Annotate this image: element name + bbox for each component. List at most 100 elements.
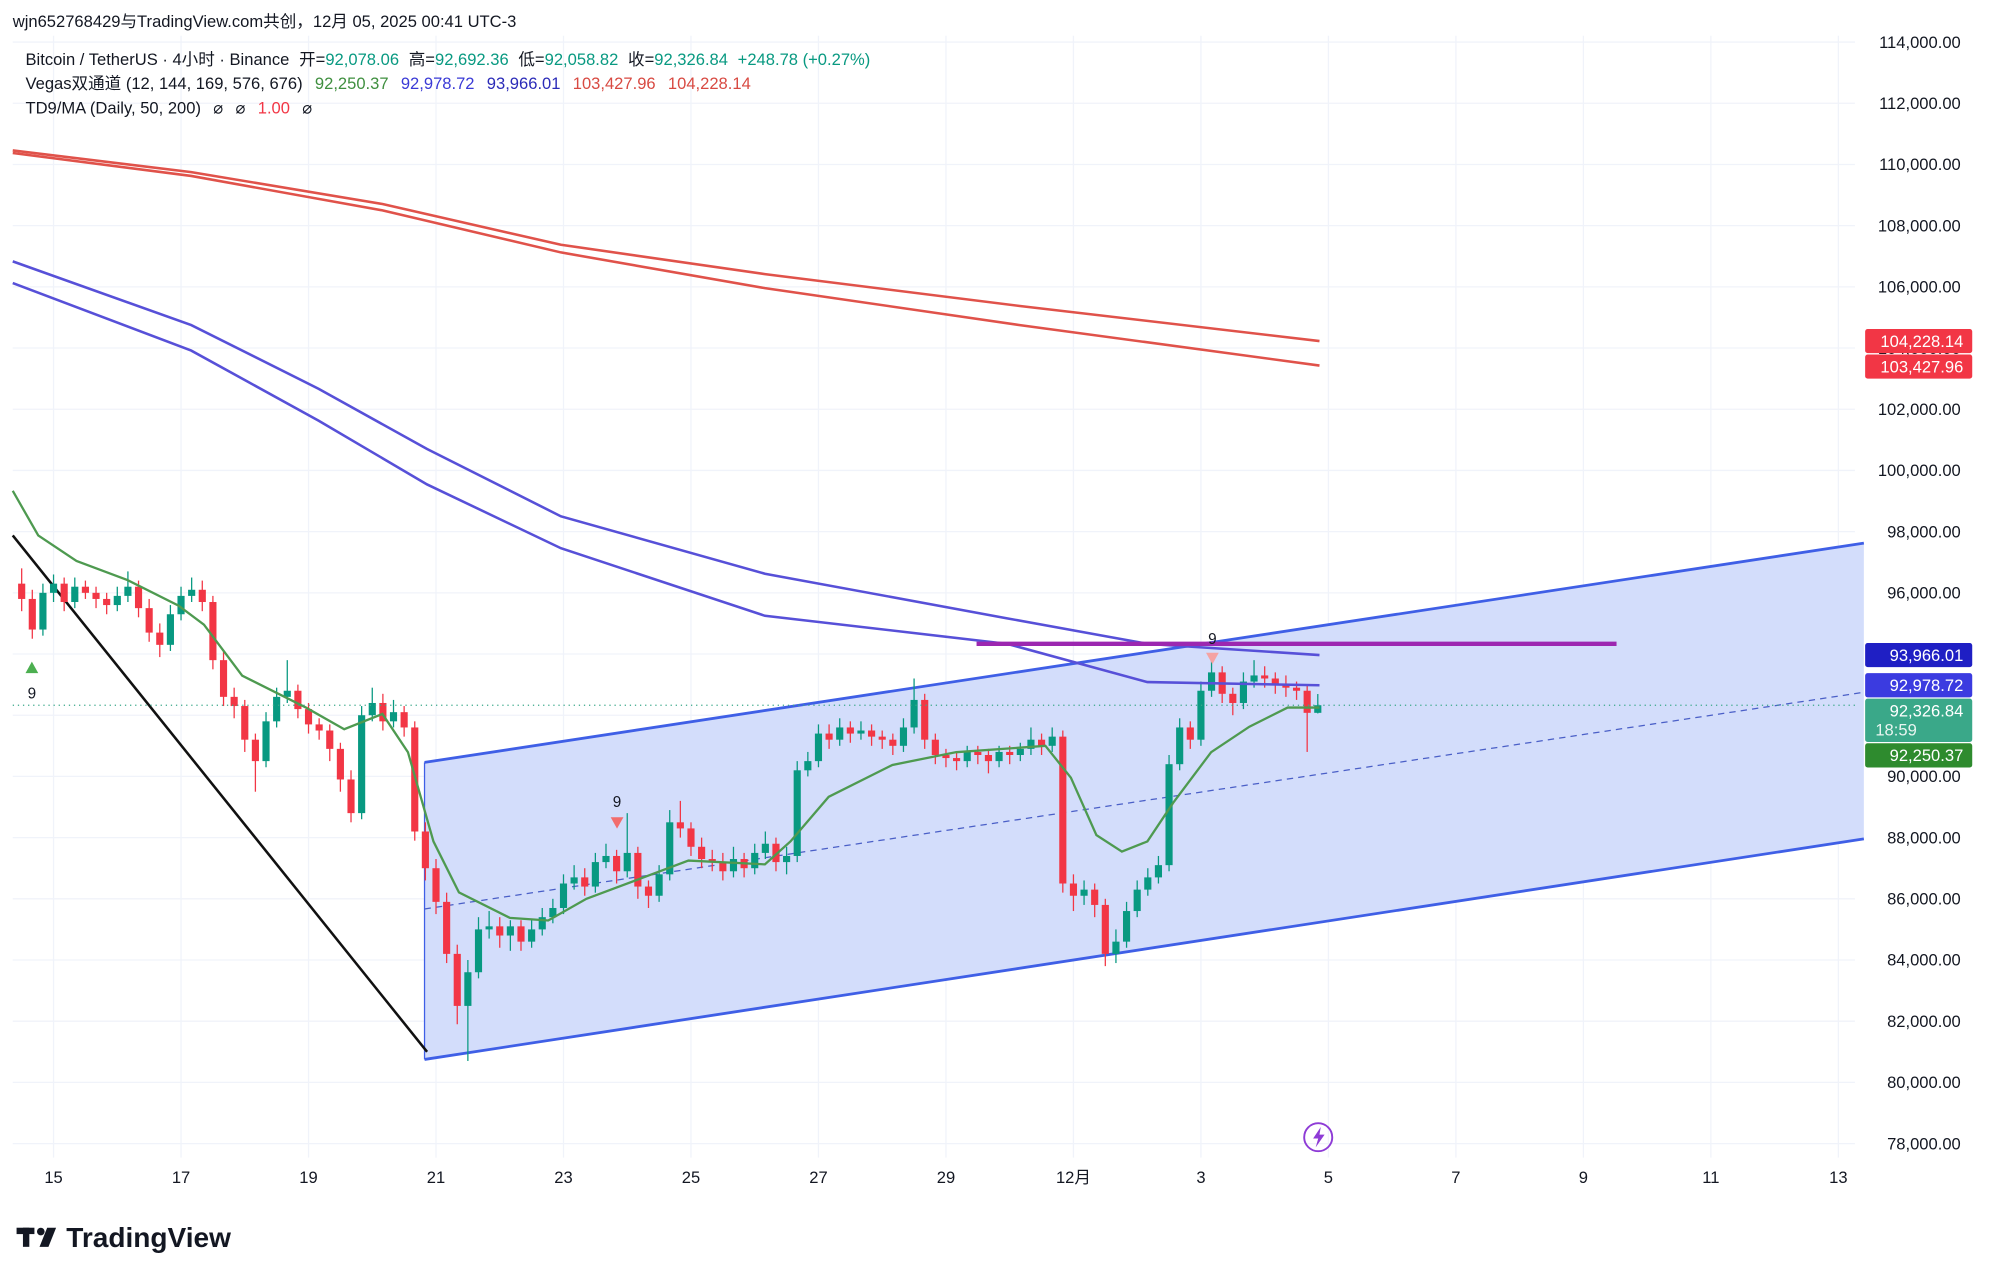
indicator-line [12, 151, 1320, 367]
ohlc-value: 92,058.82 [545, 50, 619, 69]
candle-body [230, 696, 238, 707]
candle-body [443, 901, 451, 954]
y-tick-label: 112,000.00 [1879, 94, 1961, 113]
candle-body [528, 929, 536, 942]
candle-body [666, 822, 674, 875]
candle-body [39, 592, 47, 630]
candle-body [910, 699, 918, 728]
change: +248.78 (+0.27%) [738, 50, 871, 69]
candle-body [655, 874, 663, 896]
candle-body [49, 583, 58, 593]
candle-body [1197, 690, 1205, 740]
candle-body [1186, 727, 1194, 740]
candle-body [1282, 684, 1290, 688]
x-tick-label: 25 [682, 1168, 700, 1187]
y-tick-label: 106,000.00 [1878, 278, 1961, 297]
candle-body [464, 972, 472, 1006]
td9-arrow [610, 817, 624, 829]
candle-body [868, 730, 876, 737]
indicator-value: 92,250.37 [315, 74, 389, 93]
logo-part [22, 1227, 30, 1247]
y-tick-label: 80,000.00 [1887, 1073, 1961, 1092]
y-tick-label: 86,000.00 [1887, 890, 1961, 909]
candle-body [687, 828, 695, 847]
indicator-value: 93,966.01 [487, 74, 561, 93]
candle-body [549, 907, 557, 918]
candle-body [1271, 678, 1279, 685]
candle-body [1154, 865, 1163, 878]
indicator-line [12, 149, 1320, 343]
price-tag [1865, 743, 1973, 768]
price-tag-label: 92,326.84 [1890, 702, 1964, 721]
candle-body [177, 595, 185, 615]
ohlc-key: 高= [409, 50, 435, 69]
indicator-value: ⌀ [235, 98, 245, 117]
candle-body [485, 926, 493, 930]
candle-body [1059, 736, 1067, 884]
td9-arrow [1206, 652, 1219, 665]
candle-body [273, 696, 281, 722]
candle-body [559, 883, 568, 908]
price-tag [1865, 673, 1973, 698]
candle-body [634, 852, 642, 887]
indicator-line [11, 490, 1320, 922]
candle-body [1122, 911, 1131, 942]
candle-body [60, 583, 68, 603]
candle-body [71, 586, 79, 603]
candle-body [814, 733, 823, 762]
axes: 78,000.00 80,000.00 82,000.00 84,000.00 86,0… [44, 33, 1973, 1187]
candle-body [963, 751, 971, 762]
brand-name: TradingView [66, 1222, 231, 1253]
y-tick-label: 114,000.00 [1879, 33, 1961, 52]
candle-body [389, 712, 398, 722]
x-tick-label: 17 [172, 1168, 190, 1187]
candle-body [198, 589, 206, 603]
td9-label: 9 [613, 794, 622, 811]
candle-body [219, 660, 228, 697]
trend-line [11, 534, 429, 1053]
candle-body [1016, 748, 1024, 755]
candle-body [496, 926, 504, 936]
candle-body [1303, 690, 1311, 713]
x-tick-label: 29 [937, 1168, 955, 1187]
candle-body [899, 727, 908, 746]
candle-body [644, 886, 653, 896]
indicator-name: TD9/MA (Daily, 50, 200) [25, 98, 201, 117]
overlay: 9 9 9 [25, 631, 1617, 1153]
x-tick-label: 5 [1324, 1168, 1333, 1187]
candle-body [347, 779, 355, 814]
candle-body [517, 926, 525, 942]
candle-body [421, 831, 429, 869]
candle-body [1229, 693, 1237, 703]
candle-body [241, 706, 249, 740]
candle-body [931, 739, 939, 755]
price-countdown: 18:59 [1875, 721, 1916, 740]
watermark: wjn652768429与TradingView.com共创，12月 05, 2… [12, 12, 517, 31]
candle-body [1165, 764, 1173, 866]
candle-body [81, 586, 89, 593]
candle-body [506, 926, 514, 936]
candle-body [836, 727, 844, 740]
brand-logo: TradingView [16, 1222, 231, 1253]
candle-body [28, 598, 36, 630]
y-tick-label: 84,000.00 [1887, 951, 1961, 970]
candle-body [921, 699, 929, 740]
indicator-name: Vegas双通道 (12, 144, 169, 576, 676) [25, 74, 302, 93]
candle-body [92, 592, 100, 599]
candle-body [18, 583, 26, 599]
channel-top [424, 541, 1865, 764]
candle-body [336, 748, 344, 780]
candle-body [889, 739, 897, 746]
candle-body [761, 843, 769, 853]
price-tag-label: 93,966.01 [1890, 646, 1964, 665]
ohlc-value: 92,326.84 [654, 50, 728, 69]
candle-body [602, 855, 610, 863]
ohlc-key: 开= [299, 50, 325, 69]
y-tick-label: 110,000.00 [1879, 155, 1961, 174]
y-tick-label: 78,000.00 [1887, 1134, 1961, 1153]
legend-line: TD9/MA (Daily, 50, 200) ⌀ ⌀ 1.00 ⌀ [25, 98, 312, 117]
candle-body [294, 690, 302, 710]
candle-body [942, 754, 950, 759]
